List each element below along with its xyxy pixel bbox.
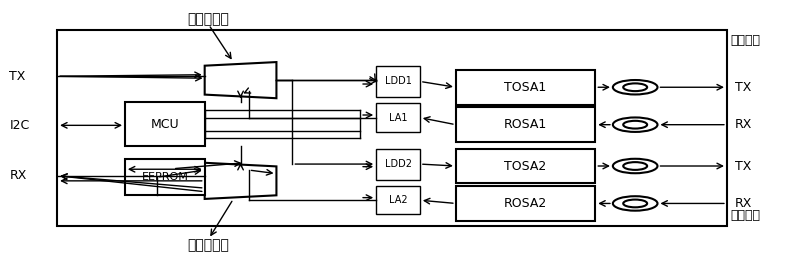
Bar xyxy=(376,186,420,215)
Text: TOSA1: TOSA1 xyxy=(505,81,546,94)
Bar xyxy=(376,149,420,180)
Text: TOSA2: TOSA2 xyxy=(505,159,546,173)
Text: RX: RX xyxy=(10,169,26,182)
Text: ROSA1: ROSA1 xyxy=(504,118,547,131)
Text: TX: TX xyxy=(735,81,751,94)
Text: TX: TX xyxy=(735,159,751,173)
Bar xyxy=(125,159,205,195)
Bar xyxy=(456,107,595,142)
Text: 备光通道: 备光通道 xyxy=(731,209,761,222)
Bar xyxy=(376,103,420,132)
Text: LDD2: LDD2 xyxy=(385,159,411,169)
Text: 第二电开关: 第二电开关 xyxy=(188,238,230,252)
Text: 第一电开关: 第一电开关 xyxy=(188,12,230,26)
Text: 主光通道: 主光通道 xyxy=(731,34,761,47)
Text: I2C: I2C xyxy=(10,119,30,132)
Bar xyxy=(376,66,420,97)
Polygon shape xyxy=(205,62,277,98)
Text: LA1: LA1 xyxy=(389,112,407,123)
Text: LDD1: LDD1 xyxy=(385,76,411,86)
Text: TX: TX xyxy=(10,70,26,83)
Text: LA2: LA2 xyxy=(389,195,407,205)
Bar xyxy=(456,186,595,221)
Bar xyxy=(456,149,595,183)
Text: EEPROM: EEPROM xyxy=(142,172,188,182)
Polygon shape xyxy=(205,163,277,199)
Text: RX: RX xyxy=(735,197,752,210)
Text: RX: RX xyxy=(735,118,752,131)
Text: ROSA2: ROSA2 xyxy=(504,197,547,210)
Bar xyxy=(125,102,205,146)
Bar xyxy=(57,30,727,226)
Bar xyxy=(456,70,595,105)
Text: MCU: MCU xyxy=(150,117,179,130)
